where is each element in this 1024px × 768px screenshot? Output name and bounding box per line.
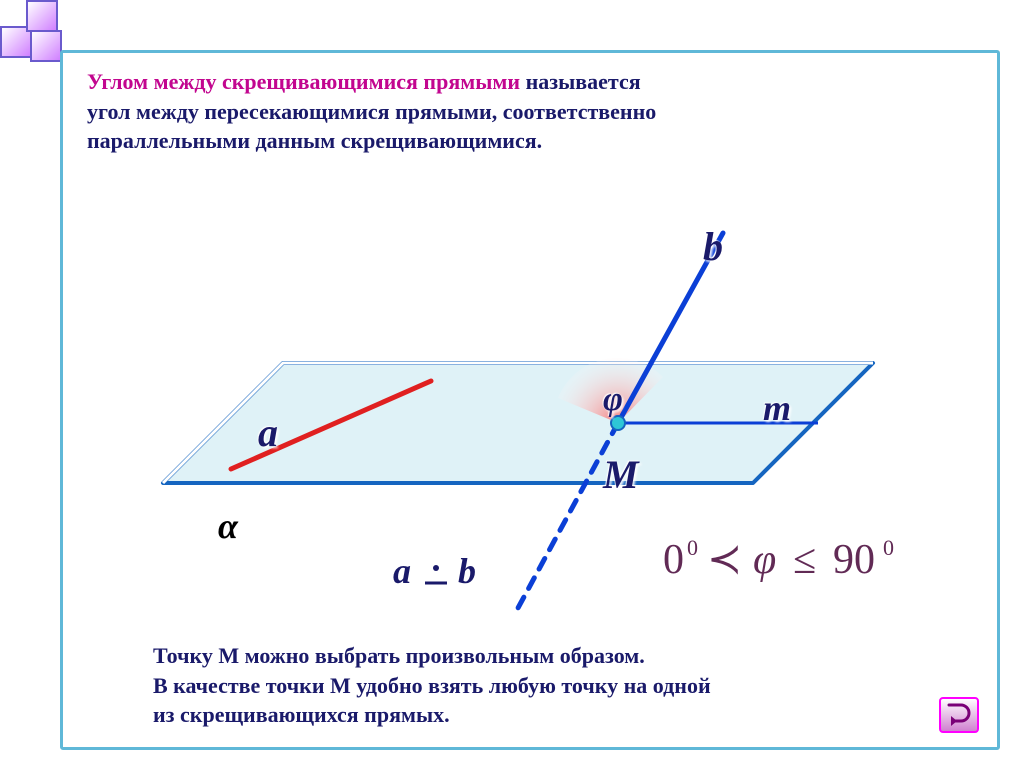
svg-text:≤: ≤ bbox=[793, 537, 816, 583]
label-m: m bbox=[763, 387, 791, 429]
footer-line3: из скрещивающихся прямых. bbox=[153, 702, 450, 727]
svg-text:φ: φ bbox=[753, 537, 776, 583]
definition-line2: угол между пересекающимися прямыми, соот… bbox=[87, 99, 656, 124]
diagram: a b 0 0 ≺ φ ≤ 90 0 bbox=[63, 163, 1003, 683]
definition-highlight: Углом между скрещивающимися прямыми bbox=[87, 69, 520, 94]
label-b: b bbox=[703, 223, 723, 270]
deco-square bbox=[30, 30, 62, 62]
svg-text:≺: ≺ bbox=[707, 537, 742, 583]
expr-a: a bbox=[393, 551, 411, 591]
slide: Углом между скрещивающимися прямыми назы… bbox=[0, 0, 1024, 768]
definition-line3: параллельными данным скрещивающимися. bbox=[87, 128, 542, 153]
label-big-m: M bbox=[603, 451, 639, 498]
svg-text:0: 0 bbox=[663, 537, 684, 583]
label-alpha: α bbox=[218, 505, 238, 547]
label-phi: φ bbox=[603, 381, 623, 419]
svg-text:0: 0 bbox=[687, 535, 698, 560]
footer-line1: Точку М можно выбрать произвольным образ… bbox=[153, 643, 645, 668]
label-a-big: a bbox=[258, 409, 278, 456]
footer-line2: В качестве точки М удобно взять любую то… bbox=[153, 673, 711, 698]
footer-text: Точку М можно выбрать произвольным образ… bbox=[153, 641, 973, 730]
definition-text: Углом между скрещивающимися прямыми назы… bbox=[87, 67, 977, 156]
u-turn-icon bbox=[941, 699, 977, 731]
deco-square bbox=[26, 0, 58, 32]
range-expression: 0 0 ≺ φ ≤ 90 0 bbox=[663, 535, 894, 583]
next-button[interactable] bbox=[939, 697, 979, 733]
svg-text:0: 0 bbox=[883, 535, 894, 560]
svg-text:90: 90 bbox=[833, 537, 875, 583]
content-frame: Углом между скрещивающимися прямыми назы… bbox=[60, 50, 1000, 750]
definition-rest: называется bbox=[520, 69, 641, 94]
expr-b: b bbox=[458, 551, 476, 591]
skew-expression: a b bbox=[393, 551, 476, 591]
